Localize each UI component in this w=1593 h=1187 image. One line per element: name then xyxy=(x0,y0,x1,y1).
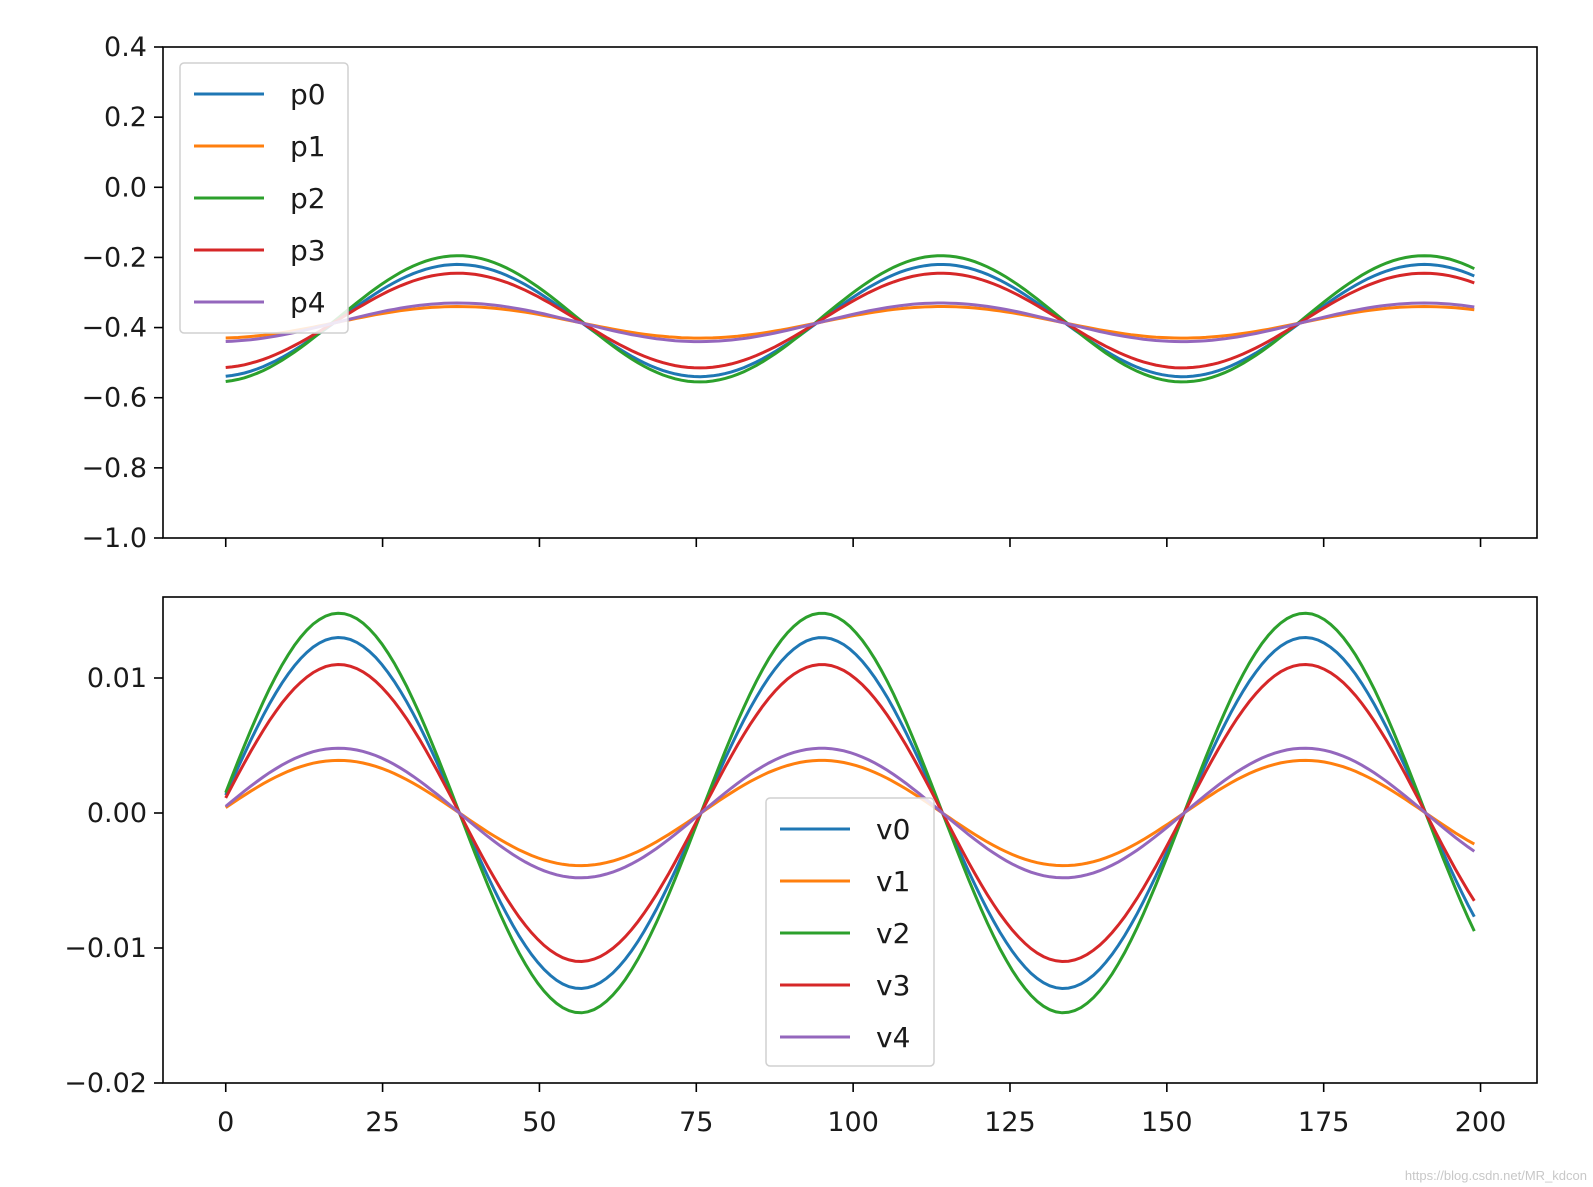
legend-label-v3: v3 xyxy=(876,969,910,1002)
x-tick-label: 25 xyxy=(365,1107,399,1138)
y-tick-label: −0.8 xyxy=(81,453,147,484)
x-tick-label: 75 xyxy=(679,1107,713,1138)
y-tick-label: −0.02 xyxy=(64,1068,147,1099)
x-tick-label: 0 xyxy=(217,1107,234,1138)
y-tick-label: 0.0 xyxy=(104,172,147,203)
legend-label-p3: p3 xyxy=(290,234,326,267)
legend-label-v4: v4 xyxy=(876,1021,910,1054)
x-tick-label: 150 xyxy=(1141,1107,1193,1138)
series-line-p4 xyxy=(225,301,1475,344)
series-line-v4 xyxy=(224,746,1476,880)
y-tick-label: −1.0 xyxy=(81,523,147,554)
x-tick-label: 200 xyxy=(1455,1107,1507,1138)
series-line-v0 xyxy=(224,635,1476,991)
legend-label-p2: p2 xyxy=(290,182,326,215)
watermark: https://blog.csdn.net/MR_kdcon xyxy=(1404,1168,1587,1183)
panel-1: 0.4 0.2 0.0 −0.2 −0.4 −0.6 −0.8 −1.0 p0 p1 p2 p3 p4 xyxy=(81,32,1538,554)
y-tick-label: 0.00 xyxy=(87,798,147,829)
series-line-v1 xyxy=(224,758,1476,868)
legend-label-v1: v1 xyxy=(876,865,910,898)
legend-label-p1: p1 xyxy=(290,130,326,163)
legend: p0 p1 p2 p3 p4 xyxy=(179,62,349,334)
legend-label-v0: v0 xyxy=(876,813,910,846)
y-tick-label: 0.01 xyxy=(87,663,147,694)
legend: v0 v1 v2 v3 v4 xyxy=(765,797,935,1067)
y-tick-label: −0.6 xyxy=(81,383,147,414)
x-tick-label: 50 xyxy=(522,1107,556,1138)
legend-label-p0: p0 xyxy=(290,78,326,111)
y-tick-label: −0.2 xyxy=(81,242,147,273)
series-line-v3 xyxy=(224,662,1476,964)
legend-label-v2: v2 xyxy=(876,917,910,950)
legend-label-p4: p4 xyxy=(290,286,326,319)
y-tick-label: −0.01 xyxy=(64,933,147,964)
x-tick-label: 175 xyxy=(1298,1107,1350,1138)
y-tick-label: 0.4 xyxy=(104,32,147,63)
panel-2: 0.01 0.00 −0.01 −0.02 0 25 50 75 100 125 150 175 200… xyxy=(64,596,1538,1138)
x-tick-label: 100 xyxy=(827,1107,879,1138)
y-tick-label: −0.4 xyxy=(81,313,147,344)
axes-frame xyxy=(162,596,1538,1084)
x-tick-label: 125 xyxy=(984,1107,1036,1138)
series-line-p3 xyxy=(225,271,1475,370)
y-tick-label: 0.2 xyxy=(104,102,147,133)
series-line-p2 xyxy=(225,254,1475,384)
series-line-v2 xyxy=(224,611,1476,1015)
axes-frame xyxy=(162,46,1538,539)
